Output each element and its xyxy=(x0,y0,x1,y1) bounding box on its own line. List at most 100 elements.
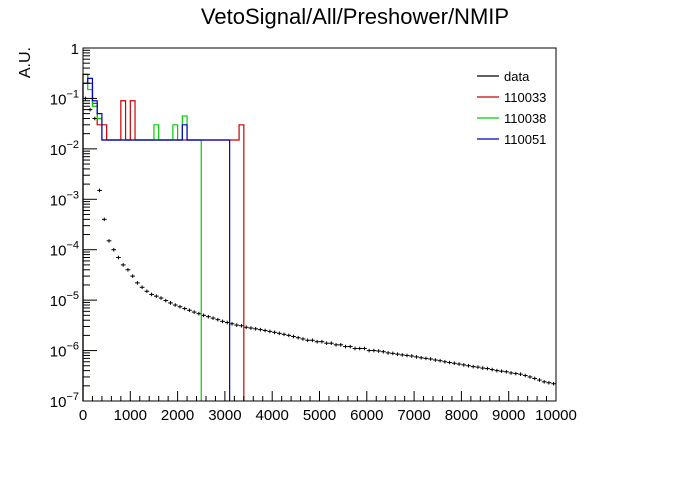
y-tick-label: 10−6 xyxy=(50,341,79,361)
data-point xyxy=(371,348,377,353)
data-point xyxy=(310,338,315,343)
data-point xyxy=(163,298,169,303)
x-axis: 0 1000 2000 3000 4000 5000 6000 7000 8000 9000 100… xyxy=(79,391,577,424)
data-point xyxy=(305,338,311,343)
x-tick-label: 8000 xyxy=(445,407,478,424)
data-point xyxy=(239,323,244,328)
legend: data 110033 110038 110051 xyxy=(477,69,546,147)
legend-label: 110038 xyxy=(504,111,546,126)
data-point xyxy=(380,349,386,354)
data-point xyxy=(404,353,410,358)
y-axis-label: A.U. xyxy=(17,47,34,78)
data-point xyxy=(437,358,443,363)
y-tick-label: 10−1 xyxy=(50,88,79,108)
x-tick-label: 7000 xyxy=(397,407,430,424)
data-point xyxy=(546,380,552,385)
data-point xyxy=(153,294,159,298)
data-point xyxy=(229,321,235,326)
data-point xyxy=(508,371,514,375)
data-point xyxy=(295,335,301,340)
series-data xyxy=(83,96,556,386)
legend-entry: 110038 xyxy=(477,111,546,126)
data-point xyxy=(101,217,107,222)
data-point xyxy=(130,274,136,278)
data-point xyxy=(92,116,98,121)
y-tick-label: 10−4 xyxy=(50,240,79,260)
data-point xyxy=(215,317,221,322)
data-point xyxy=(135,281,140,285)
data-point xyxy=(362,346,367,351)
data-point xyxy=(333,343,339,347)
y-axis: 10−7 10−6 10−5 10−4 10−3 10−2 10−1 1 xyxy=(50,41,97,411)
x-tick-label: 2000 xyxy=(161,407,194,424)
data-point xyxy=(234,323,240,327)
data-point xyxy=(503,369,509,374)
data-point xyxy=(433,358,438,362)
data-point xyxy=(451,361,457,366)
data-point xyxy=(328,341,334,346)
data-point xyxy=(399,353,405,357)
data-point xyxy=(518,372,523,376)
data-point xyxy=(428,357,434,361)
data-point xyxy=(196,311,202,316)
data-point xyxy=(537,378,542,382)
y-tick-label: 10−5 xyxy=(50,290,79,310)
data-point xyxy=(243,325,249,330)
data-point xyxy=(201,313,206,318)
data-point xyxy=(522,373,528,378)
data-point xyxy=(551,381,556,386)
data-point xyxy=(291,334,296,339)
data-point xyxy=(480,366,486,370)
series-110051 xyxy=(82,77,231,401)
legend-entry: 110033 xyxy=(477,90,546,105)
data-point xyxy=(456,362,462,366)
legend-label: 110051 xyxy=(504,132,546,147)
x-tick-label: 6000 xyxy=(350,407,383,424)
data-point xyxy=(541,380,547,384)
x-tick-label: 10000 xyxy=(535,407,577,424)
x-tick-label: 1000 xyxy=(114,407,147,424)
data-point xyxy=(120,263,126,267)
data-point xyxy=(272,330,277,335)
data-point xyxy=(343,344,348,349)
data-point xyxy=(475,365,481,369)
data-point xyxy=(281,332,287,337)
data-point xyxy=(286,333,292,338)
data-point xyxy=(177,304,183,309)
data-point xyxy=(376,349,381,353)
data-point xyxy=(220,319,225,324)
legend-entry: 110051 xyxy=(477,132,546,147)
data-point xyxy=(357,346,363,351)
data-point xyxy=(253,327,259,331)
data-point xyxy=(276,331,282,336)
data-point xyxy=(116,255,121,260)
series-110051-line xyxy=(82,77,231,401)
data-point xyxy=(418,355,424,360)
data-point xyxy=(125,267,131,272)
data-point xyxy=(338,343,344,347)
data-point xyxy=(97,188,102,193)
data-point xyxy=(352,346,358,351)
data-point xyxy=(224,320,230,325)
data-point xyxy=(267,329,273,334)
y-tick-label: 10−7 xyxy=(50,391,79,411)
data-point xyxy=(513,371,519,376)
data-point xyxy=(489,367,495,372)
data-point xyxy=(395,352,400,356)
data-point xyxy=(494,368,500,373)
data-point xyxy=(144,289,150,294)
data-point xyxy=(414,355,419,359)
data-point xyxy=(187,308,192,313)
data-point xyxy=(168,301,173,305)
data-point xyxy=(532,376,538,381)
x-tick-label: 5000 xyxy=(303,407,336,424)
data-point xyxy=(262,328,268,333)
y-tick-label: 10−3 xyxy=(50,189,79,209)
data-point xyxy=(461,363,467,367)
data-point xyxy=(347,344,353,349)
data-point xyxy=(527,375,533,379)
data-point xyxy=(158,296,164,300)
